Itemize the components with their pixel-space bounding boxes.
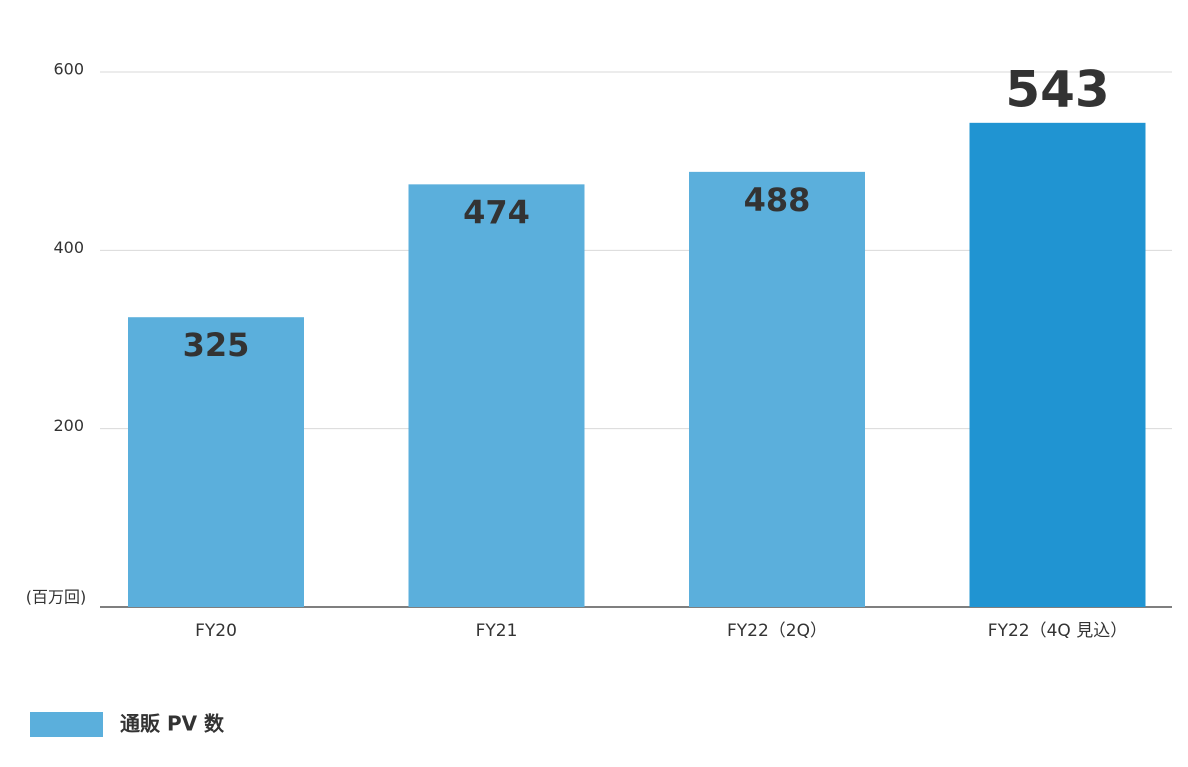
value-label: 325 bbox=[183, 326, 250, 364]
x-tick-label: FY21 bbox=[476, 621, 518, 641]
x-tick-label: FY22（2Q） bbox=[727, 621, 827, 641]
value-label: 488 bbox=[744, 181, 811, 219]
x-tick-label: FY22（4Q 見込） bbox=[988, 621, 1127, 641]
y-tick-label: 600 bbox=[53, 60, 84, 79]
value-label: 474 bbox=[463, 193, 530, 231]
legend-label: 通販 PV 数 bbox=[120, 712, 225, 736]
bar bbox=[969, 122, 1146, 607]
value-label: 543 bbox=[1005, 60, 1109, 118]
y-tick-label: 200 bbox=[53, 416, 84, 435]
y-tick-label: 400 bbox=[53, 238, 84, 257]
y-unit-label: (百万回) bbox=[26, 588, 87, 607]
bar bbox=[689, 171, 865, 607]
legend-swatch bbox=[30, 712, 103, 737]
x-tick-label: FY20 bbox=[195, 621, 237, 641]
bar bbox=[128, 317, 304, 607]
bar bbox=[408, 184, 585, 607]
